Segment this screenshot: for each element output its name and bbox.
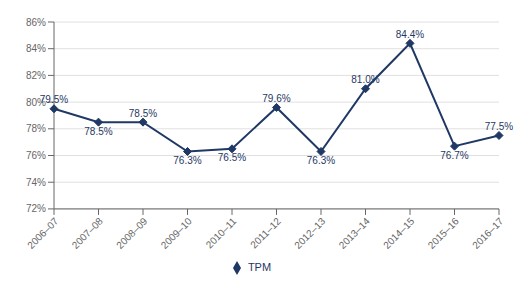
svg-text:76.7%: 76.7% (440, 150, 468, 161)
svg-text:78.5%: 78.5% (129, 108, 157, 119)
svg-text:72%: 72% (26, 203, 46, 214)
svg-text:78%: 78% (26, 123, 46, 134)
svg-text:81.0%: 81.0% (351, 74, 379, 85)
svg-text:82%: 82% (26, 70, 46, 81)
svg-text:2011–12: 2011–12 (248, 215, 283, 250)
svg-text:78.5%: 78.5% (84, 126, 112, 137)
svg-text:84.4%: 84.4% (396, 29, 424, 40)
svg-text:2012–13: 2012–13 (292, 215, 328, 251)
html-text:TPM: TPM (247, 260, 272, 273)
svg-text:2014–15: 2014–15 (381, 215, 417, 251)
svg-text:80%: 80% (26, 96, 46, 108)
svg-text:86%: 86% (26, 17, 46, 28)
svg-text:76.3%: 76.3% (307, 155, 335, 166)
svg-text:76%: 76% (26, 150, 46, 161)
svg-text:2010–11: 2010–11 (204, 215, 239, 250)
svg-text:2016–17: 2016–17 (470, 215, 506, 251)
svg-text:84%: 84% (26, 43, 46, 54)
svg-text:2009–10: 2009–10 (159, 215, 195, 251)
svg-text:79.6%: 79.6% (262, 93, 290, 104)
svg-text:74%: 74% (26, 177, 46, 188)
svg-text:2015–16: 2015–16 (426, 215, 462, 251)
svg-text:76.3%: 76.3% (173, 155, 201, 166)
svg-text:76.5%: 76.5% (218, 152, 246, 163)
svg-text:2007–08: 2007–08 (70, 215, 106, 251)
svg-text:2008–09: 2008–09 (114, 215, 150, 251)
svg-text:77.5%: 77.5% (485, 121, 513, 132)
svg-text:2013–14: 2013–14 (337, 215, 373, 251)
svg-text:2006–07: 2006–07 (25, 215, 61, 251)
svg-text:79.5%: 79.5% (40, 94, 68, 105)
